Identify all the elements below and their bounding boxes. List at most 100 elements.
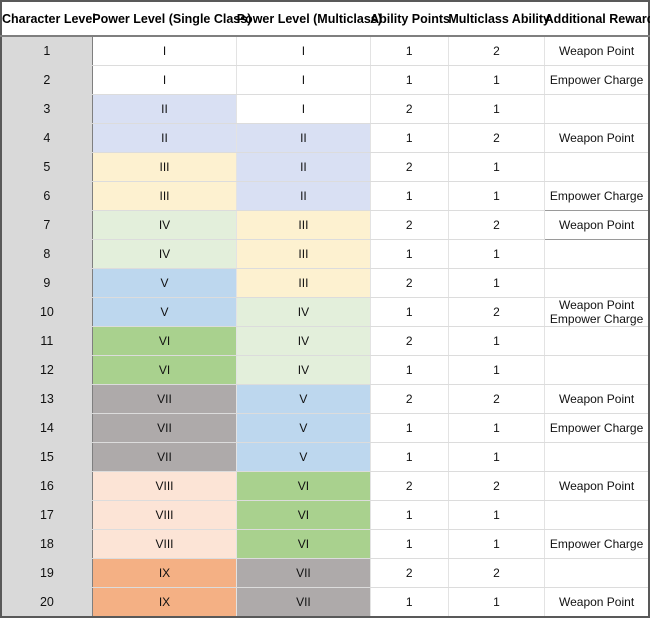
reward-item: Weapon Point: [558, 218, 635, 232]
table-row: 8 IV III 1 1: [1, 239, 650, 269]
table-row: 3 II I 2 1: [1, 94, 650, 124]
multiclass-ability-cell: 1: [448, 239, 546, 269]
power-level-multi-cell: V: [236, 442, 371, 472]
power-level-multi-cell: VI: [236, 500, 371, 530]
character-level-cell: 8: [1, 239, 93, 269]
power-level-multi-cell: I: [236, 36, 371, 66]
ability-points-cell: 1: [370, 181, 449, 211]
reward-item: Weapon Point: [558, 595, 635, 609]
character-level-cell: 14: [1, 413, 93, 443]
table-row: 17 VIII VI 1 1: [1, 500, 650, 530]
power-level-multi-cell: II: [236, 152, 371, 182]
power-level-single-cell: VIII: [92, 471, 238, 501]
table-row: 9 V III 2 1: [1, 268, 650, 298]
power-level-single-cell: I: [92, 65, 238, 95]
header-character-level: Character Level: [1, 1, 96, 37]
power-level-single-cell: V: [92, 268, 238, 298]
header-multiclass-ability: Multiclass Ability: [448, 1, 550, 37]
power-level-multi-cell: V: [236, 384, 371, 414]
additional-reward-cell: Weapon Point: [544, 36, 650, 66]
additional-reward-cell: Empower Charge: [544, 65, 650, 95]
character-level-cell: 11: [1, 326, 93, 356]
additional-reward-cell: Empower Charge: [544, 529, 650, 559]
reward-item: Empower Charge: [549, 421, 644, 435]
character-level-cell: 13: [1, 384, 93, 414]
multiclass-ability-cell: 1: [448, 529, 546, 559]
ability-points-cell: 1: [370, 355, 449, 385]
table-row: 1 I I 1 2 Weapon Point: [1, 36, 650, 66]
power-level-single-cell: VI: [92, 355, 238, 385]
multiclass-ability-cell: 1: [448, 268, 546, 298]
ability-points-cell: 2: [370, 268, 449, 298]
table-row: 5 III II 2 1: [1, 152, 650, 182]
power-level-multi-cell: IV: [236, 326, 371, 356]
reward-item: Empower Charge: [549, 537, 644, 551]
multiclass-ability-cell: 2: [448, 558, 546, 588]
ability-points-cell: 1: [370, 36, 449, 66]
multiclass-ability-cell: 1: [448, 442, 546, 472]
table-row: 15 VII V 1 1: [1, 442, 650, 472]
ability-points-cell: 1: [370, 65, 449, 95]
additional-reward-cell: Empower Charge: [544, 413, 650, 443]
ability-points-cell: 1: [370, 413, 449, 443]
additional-reward-cell: Empower Charge: [544, 181, 650, 211]
additional-reward-cell: [544, 326, 650, 356]
power-level-multi-cell: VII: [236, 587, 371, 618]
additional-reward-cell: [544, 239, 650, 269]
header-additional-reward: Additional Reward: [544, 1, 650, 37]
power-level-multi-cell: III: [236, 210, 371, 240]
reward-item: Weapon Point: [558, 298, 635, 312]
power-level-multi-cell: IV: [236, 297, 371, 327]
power-level-multi-cell: II: [236, 123, 371, 153]
header-power-level-single: Power Level (Single Class): [92, 1, 251, 37]
power-level-single-cell: III: [92, 152, 238, 182]
power-level-multi-cell: VII: [236, 558, 371, 588]
power-level-single-cell: VIII: [92, 529, 238, 559]
multiclass-ability-cell: 1: [448, 355, 546, 385]
ability-points-cell: 2: [370, 558, 449, 588]
power-level-single-cell: IV: [92, 210, 238, 240]
character-level-cell: 6: [1, 181, 93, 211]
table-row: 13 VII V 2 2 Weapon Point: [1, 384, 650, 414]
table-row: 7 IV III 2 2 Weapon Point: [1, 210, 650, 240]
ability-points-cell: 2: [370, 326, 449, 356]
multiclass-ability-cell: 1: [448, 65, 546, 95]
power-level-single-cell: VII: [92, 413, 238, 443]
power-level-multi-cell: I: [236, 65, 371, 95]
power-level-multi-cell: V: [236, 413, 371, 443]
ability-points-cell: 2: [370, 471, 449, 501]
table-row: 16 VIII VI 2 2 Weapon Point: [1, 471, 650, 501]
reward-item: Weapon Point: [558, 479, 635, 493]
power-level-single-cell: III: [92, 181, 238, 211]
character-level-cell: 1: [1, 36, 93, 66]
table-row: 19 IX VII 2 2: [1, 558, 650, 588]
character-level-cell: 17: [1, 500, 93, 530]
power-level-multi-cell: VI: [236, 471, 371, 501]
table-row: 18 VIII VI 1 1 Empower Charge: [1, 529, 650, 559]
character-level-cell: 16: [1, 471, 93, 501]
character-level-cell: 5: [1, 152, 93, 182]
power-level-single-cell: II: [92, 94, 238, 124]
power-level-multi-cell: VI: [236, 529, 371, 559]
ability-points-cell: 1: [370, 123, 449, 153]
multiclass-ability-cell: 1: [448, 94, 546, 124]
character-level-cell: 2: [1, 65, 93, 95]
power-level-multi-cell: IV: [236, 355, 371, 385]
power-level-single-cell: VI: [92, 326, 238, 356]
power-level-multi-cell: II: [236, 181, 371, 211]
ability-points-cell: 2: [370, 210, 449, 240]
additional-reward-cell: [544, 355, 650, 385]
character-level-cell: 9: [1, 268, 93, 298]
character-level-cell: 4: [1, 123, 93, 153]
power-level-multi-cell: III: [236, 239, 371, 269]
ability-points-cell: 2: [370, 384, 449, 414]
additional-reward-cell: [544, 152, 650, 182]
multiclass-ability-cell: 1: [448, 587, 546, 618]
multiclass-ability-cell: 1: [448, 326, 546, 356]
character-level-cell: 7: [1, 210, 93, 240]
multiclass-ability-cell: 2: [448, 36, 546, 66]
table-row: 6 III II 1 1 Empower Charge: [1, 181, 650, 211]
multiclass-ability-cell: 2: [448, 471, 546, 501]
character-level-cell: 20: [1, 587, 93, 618]
